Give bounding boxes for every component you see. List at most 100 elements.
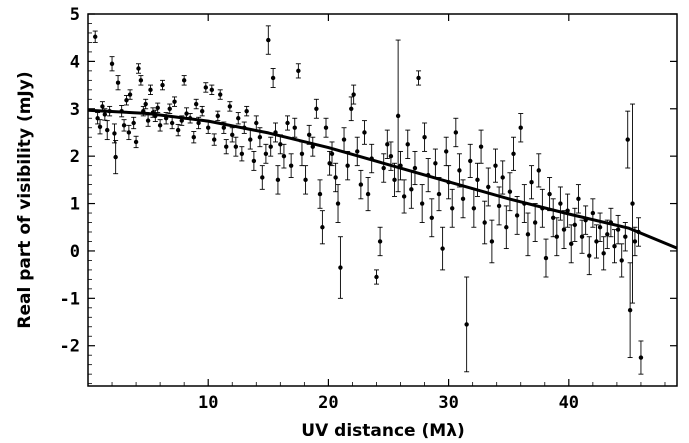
point-marker — [303, 177, 308, 183]
data-point — [127, 89, 133, 100]
data-point — [492, 148, 498, 183]
data-point — [181, 75, 187, 86]
point-marker — [409, 187, 414, 192]
point-marker — [468, 158, 473, 164]
data-point — [632, 226, 638, 257]
data-point — [478, 129, 484, 164]
data-point — [348, 96, 354, 122]
data-point — [518, 113, 524, 143]
data-point — [229, 127, 235, 143]
point-marker — [138, 78, 144, 83]
point-marker — [540, 206, 545, 211]
point-marker — [209, 87, 215, 93]
data-point — [398, 150, 404, 181]
point-marker — [131, 120, 136, 126]
data-point — [133, 135, 139, 149]
point-marker — [109, 61, 115, 66]
data-point — [203, 82, 209, 93]
data-point — [583, 205, 589, 235]
data-point — [295, 63, 301, 79]
point-marker — [327, 161, 332, 166]
data-point — [235, 112, 241, 125]
point-marker — [433, 161, 438, 166]
data-point — [630, 103, 636, 304]
point-marker — [296, 68, 301, 74]
data-point — [303, 165, 309, 195]
point-marker — [107, 108, 112, 114]
data-point — [119, 105, 125, 118]
point-marker — [268, 144, 273, 149]
data-point — [446, 165, 452, 200]
point-marker — [482, 220, 487, 225]
point-marker — [221, 125, 227, 130]
point-marker — [358, 182, 364, 187]
data-point — [152, 109, 158, 123]
data-point — [143, 98, 149, 110]
point-marker — [615, 227, 621, 232]
data-point — [273, 122, 279, 143]
data-point — [590, 198, 596, 228]
data-point — [597, 212, 603, 242]
y-tick-label: 2 — [70, 147, 80, 167]
data-point — [453, 117, 459, 148]
point-marker — [405, 142, 410, 147]
point-marker — [590, 210, 596, 216]
data-point — [257, 127, 263, 148]
point-marker — [493, 163, 498, 168]
point-marker — [583, 217, 588, 223]
point-marker — [377, 239, 383, 244]
data-point — [536, 153, 542, 188]
data-point — [425, 158, 431, 193]
data-point — [429, 198, 435, 238]
data-point — [268, 136, 274, 157]
point-marker — [320, 225, 325, 230]
data-point — [608, 207, 614, 238]
data-point — [140, 105, 146, 117]
point-marker — [419, 201, 425, 206]
y-tick-label: -2 — [60, 337, 80, 357]
data-point — [529, 165, 535, 200]
x-axis-title: UV distance (Mλ) — [301, 421, 464, 441]
data-point — [288, 153, 294, 178]
data-point — [299, 141, 305, 167]
data-point — [126, 124, 132, 141]
point-marker — [145, 118, 151, 123]
point-marker — [572, 222, 578, 228]
data-point — [102, 108, 108, 121]
y-tick-label: 1 — [70, 195, 80, 215]
point-marker — [529, 180, 534, 185]
data-point — [351, 84, 357, 105]
point-marker — [169, 120, 175, 126]
y-axis: -2 -1 0 1 2 3 4 5 — [60, 5, 677, 385]
point-marker — [193, 101, 199, 107]
data-point — [223, 139, 229, 155]
point-marker — [248, 137, 253, 142]
point-marker — [365, 191, 371, 197]
data-point — [209, 84, 215, 96]
y-tick-label: 4 — [70, 52, 80, 72]
point-marker — [601, 251, 606, 256]
data-point — [306, 124, 312, 145]
point-marker — [281, 153, 287, 159]
data-point — [251, 150, 257, 171]
point-marker — [242, 125, 247, 130]
data-point — [365, 177, 371, 212]
data-point — [163, 112, 169, 125]
point-marker — [554, 234, 559, 239]
point-marker — [388, 153, 394, 159]
data-point — [145, 114, 151, 127]
point-marker — [155, 105, 160, 111]
data-point — [135, 63, 141, 74]
point-marker — [127, 92, 133, 97]
data-point — [579, 219, 585, 254]
data-point — [111, 123, 117, 144]
point-marker — [536, 168, 541, 173]
point-marker — [285, 120, 290, 126]
point-marker — [275, 177, 281, 183]
point-marker — [416, 75, 421, 81]
point-marker — [310, 144, 315, 149]
data-point — [408, 169, 414, 209]
point-marker — [160, 82, 165, 88]
point-marker — [489, 239, 495, 244]
